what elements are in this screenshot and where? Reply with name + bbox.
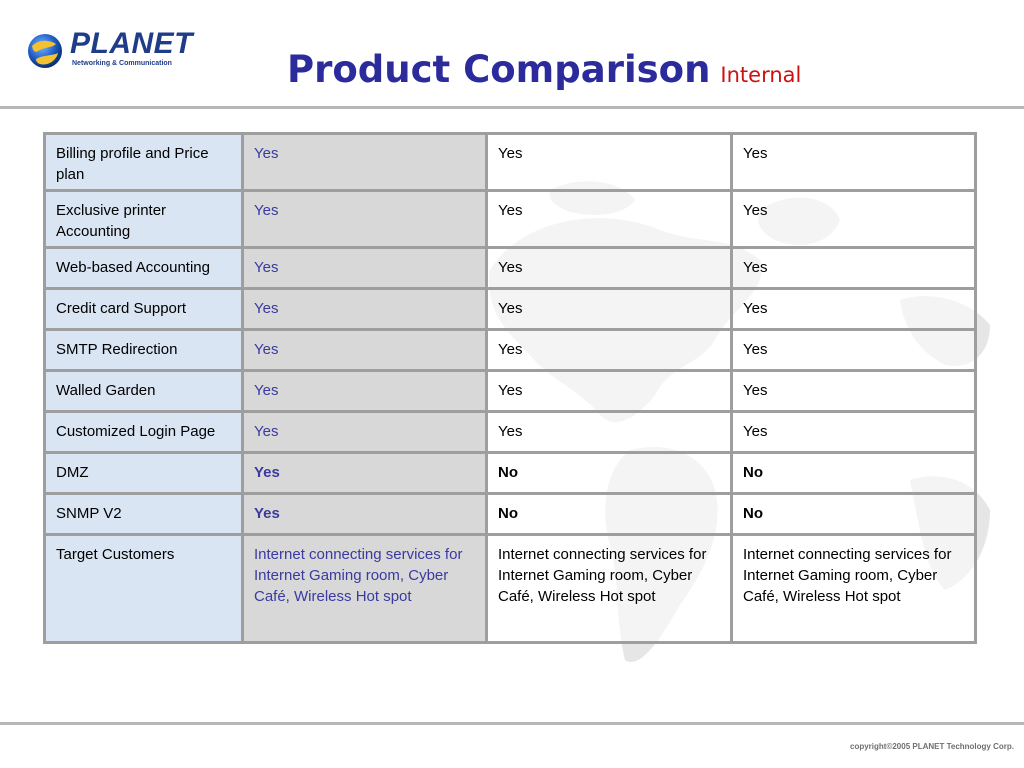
planet-logo: PLANET Networking & Communication xyxy=(24,28,193,76)
table-row: SMTP Redirection Yes Yes Yes xyxy=(43,328,977,372)
value-cell: Internet connecting services for Interne… xyxy=(485,533,733,644)
page-title: Product Comparison xyxy=(287,48,711,91)
feature-cell: SNMP V2 xyxy=(43,492,244,536)
value-cell: Yes xyxy=(730,132,977,192)
value-cell: Yes xyxy=(485,410,733,454)
page-subtitle: Internal xyxy=(720,63,802,87)
value-cell: Yes xyxy=(241,328,488,372)
feature-cell: Web-based Accounting xyxy=(43,246,244,290)
value-cell: Yes xyxy=(241,246,488,290)
value-cell: Yes xyxy=(485,369,733,413)
feature-cell: Exclusive printer Accounting xyxy=(43,189,244,249)
value-cell: Yes xyxy=(241,369,488,413)
value-cell: Yes xyxy=(485,246,733,290)
table-row: Customized Login Page Yes Yes Yes xyxy=(43,410,977,454)
feature-cell: Customized Login Page xyxy=(43,410,244,454)
value-cell: Yes xyxy=(241,132,488,192)
value-cell: Yes xyxy=(730,287,977,331)
value-cell: No xyxy=(730,451,977,495)
feature-cell: Billing profile and Price plan xyxy=(43,132,244,192)
comparison-table: Billing profile and Price plan Yes Yes Y… xyxy=(43,132,977,644)
value-cell: Yes xyxy=(730,369,977,413)
value-cell: Yes xyxy=(241,189,488,249)
table-row: Web-based Accounting Yes Yes Yes xyxy=(43,246,977,290)
footer-divider xyxy=(0,722,1024,725)
logo-tagline: Networking & Communication xyxy=(72,60,172,67)
value-cell: Yes xyxy=(730,189,977,249)
logo-wordmark: PLANET xyxy=(70,27,193,60)
value-cell: Yes xyxy=(485,132,733,192)
value-cell: Internet connecting services for Interne… xyxy=(241,533,488,644)
value-cell: No xyxy=(485,451,733,495)
table-row: SNMP V2 Yes No No xyxy=(43,492,977,536)
value-cell: Yes xyxy=(241,287,488,331)
table-row: Walled Garden Yes Yes Yes xyxy=(43,369,977,413)
value-cell: Yes xyxy=(485,189,733,249)
value-cell: Yes xyxy=(730,410,977,454)
copyright-text: copyright©2005 PLANET Technology Corp. xyxy=(850,742,1014,751)
value-cell: Yes xyxy=(730,246,977,290)
header-divider xyxy=(0,106,1024,109)
table-row: Target Customers Internet connecting ser… xyxy=(43,533,977,644)
table-row: Credit card Support Yes Yes Yes xyxy=(43,287,977,331)
value-cell: Yes xyxy=(485,287,733,331)
value-cell: No xyxy=(485,492,733,536)
table-row: Billing profile and Price plan Yes Yes Y… xyxy=(43,132,977,192)
value-cell: No xyxy=(730,492,977,536)
value-cell: Yes xyxy=(241,451,488,495)
value-cell: Yes xyxy=(241,492,488,536)
value-cell: Yes xyxy=(241,410,488,454)
value-cell: Yes xyxy=(730,328,977,372)
table-row: DMZ Yes No No xyxy=(43,451,977,495)
feature-cell: SMTP Redirection xyxy=(43,328,244,372)
value-cell: Internet connecting services for Interne… xyxy=(730,533,977,644)
value-cell: Yes xyxy=(485,328,733,372)
feature-cell: Credit card Support xyxy=(43,287,244,331)
table-row: Exclusive printer Accounting Yes Yes Yes xyxy=(43,189,977,249)
globe-icon xyxy=(28,34,62,68)
feature-cell: Walled Garden xyxy=(43,369,244,413)
feature-cell: Target Customers xyxy=(43,533,244,644)
slide-title: Product Comparison Internal xyxy=(287,48,801,91)
feature-cell: DMZ xyxy=(43,451,244,495)
